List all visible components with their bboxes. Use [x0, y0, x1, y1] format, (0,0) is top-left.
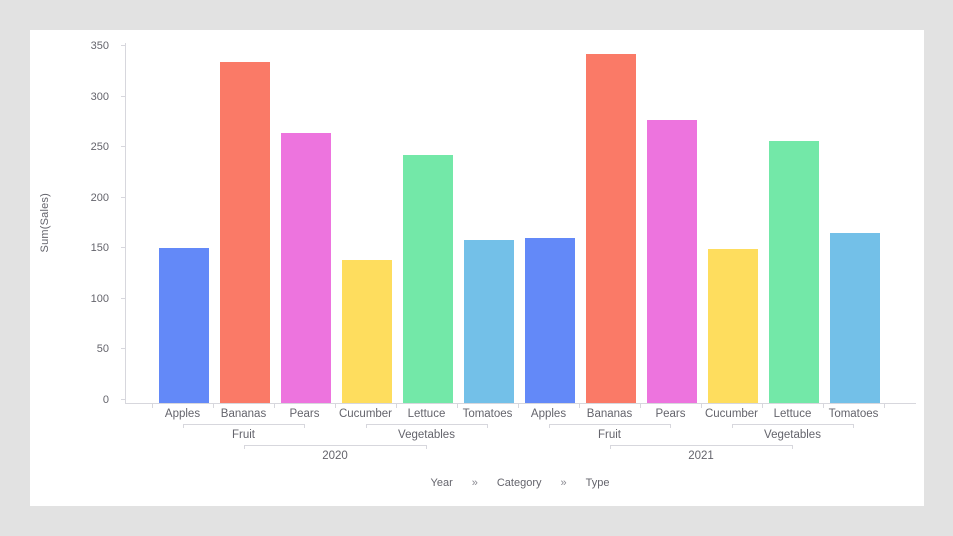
type-label-row: Apples Bananas Pears Cucumber Lettuce Tomatoe… [152, 408, 884, 423]
bar-band [336, 43, 397, 403]
x-band-boundary-tick [457, 403, 458, 408]
type-label-2021-apples: Apples [530, 408, 567, 420]
bar-2020-cucumber[interactable] [341, 260, 392, 403]
bar-band [519, 43, 580, 403]
bar-2020-tomatoes[interactable] [463, 240, 514, 403]
y-tick-label-200: 200 [90, 191, 109, 204]
y-axis-tick-labels: 0 50 100 150 200 250 300 350 [70, 40, 117, 406]
type-label-2020-tomatoes: Tomatoes [462, 408, 513, 420]
bar-2020-lettuce[interactable] [402, 155, 453, 403]
type-label-2020-bananas: Bananas [220, 408, 267, 420]
type-label-2021-cucumber: Cucumber [704, 408, 759, 420]
x-band-boundary-tick [213, 403, 214, 408]
x-band-boundary-tick [640, 403, 641, 408]
y-axis-title-container: Sum(Sales) [34, 43, 56, 403]
bar-band [397, 43, 458, 403]
type-label-2021-lettuce: Lettuce [773, 408, 812, 420]
y-tick-mark [121, 399, 126, 400]
breadcrumb-separator: » [560, 477, 567, 489]
bar-band [702, 43, 763, 403]
category-label-2020-fruit: Fruit [232, 429, 255, 441]
x-band-boundary-tick [762, 403, 763, 408]
y-tick-label-50: 50 [96, 343, 109, 356]
x-band-boundary-tick [701, 403, 702, 408]
category-label-2020-vegetables: Vegetables [398, 429, 455, 441]
type-label-2020-pears: Pears [289, 408, 320, 420]
bar-band [275, 43, 336, 403]
category-bracket-2021-vegetables [731, 424, 854, 428]
type-label-2021-tomatoes: Tomatoes [828, 408, 879, 420]
y-tick-mark [121, 146, 126, 148]
bars-container [126, 43, 916, 403]
x-band-boundary-tick [823, 403, 824, 408]
bar-2021-cucumber[interactable] [707, 249, 758, 403]
bar-band [763, 43, 824, 403]
x-band-boundary-tick [884, 403, 885, 408]
bar-band [153, 43, 214, 403]
bar-2020-pears[interactable] [280, 132, 331, 403]
bar-band [641, 43, 702, 403]
x-band-boundary-tick [579, 403, 580, 408]
category-label-2021-fruit: Fruit [598, 429, 621, 441]
y-tick-label-250: 250 [90, 141, 109, 154]
year-bracket-2020 [243, 445, 427, 449]
x-axis-hierarchy: Year » Category » Type Apples Bananas Pears Cuc… [125, 403, 915, 503]
breadcrumb-field-type: Type [585, 477, 610, 489]
y-tick-mark [121, 297, 126, 299]
category-bracket-2021-fruit [548, 424, 671, 428]
y-tick-label-350: 350 [90, 40, 109, 52]
type-label-2020-apples: Apples [164, 408, 201, 420]
bar-2021-lettuce[interactable] [768, 141, 819, 403]
bar-2021-tomatoes[interactable] [829, 233, 880, 403]
y-tick-mark [121, 45, 126, 46]
year-bracket-2021 [609, 445, 793, 449]
breadcrumb-separator: » [471, 477, 478, 489]
bar-2021-apples[interactable] [524, 238, 575, 403]
x-band-boundary-tick [335, 403, 336, 408]
bar-2021-bananas[interactable] [585, 54, 636, 403]
category-bracket-2020-vegetables [365, 424, 488, 428]
x-band-boundary-tick [152, 403, 153, 408]
type-label-2020-cucumber: Cucumber [338, 408, 393, 420]
year-label-2020: 2020 [322, 450, 348, 462]
y-tick-label-0: 0 [102, 394, 109, 406]
category-label-2021-vegetables: Vegetables [764, 429, 821, 441]
type-label-2020-lettuce: Lettuce [407, 408, 446, 420]
bar-2020-bananas[interactable] [219, 62, 270, 403]
type-label-2021-bananas: Bananas [586, 408, 633, 420]
y-tick-mark [121, 196, 126, 198]
bar-2020-apples[interactable] [158, 248, 209, 403]
x-band-boundary-tick [274, 403, 275, 408]
year-label-2021: 2021 [688, 450, 714, 462]
y-tick-label-150: 150 [90, 242, 109, 255]
y-tick-mark [121, 348, 126, 350]
x-band-boundary-tick [518, 403, 519, 408]
hierarchy-breadcrumb: Year » Category » Type [125, 477, 915, 489]
y-tick-mark [121, 95, 126, 97]
x-band-boundary-tick [396, 403, 397, 408]
bar-band [580, 43, 641, 403]
y-tick-label-300: 300 [90, 90, 109, 103]
bar-band [458, 43, 519, 403]
bar-band [214, 43, 275, 403]
bar-2021-pears[interactable] [646, 119, 697, 403]
y-axis-title: Sum(Sales) [39, 193, 51, 253]
category-bracket-2020-fruit [182, 424, 305, 428]
breadcrumb-field-year: Year [430, 477, 453, 489]
breadcrumb-field-category: Category [496, 477, 542, 489]
bar-band [824, 43, 885, 403]
y-tick-mark [121, 247, 126, 249]
plot-area [121, 43, 916, 404]
y-tick-label-100: 100 [90, 292, 109, 305]
chart-card: Sum(Sales) 0 50 100 150 200 250 300 350 Year » Ca… [30, 30, 924, 506]
type-label-2021-pears: Pears [655, 408, 686, 420]
